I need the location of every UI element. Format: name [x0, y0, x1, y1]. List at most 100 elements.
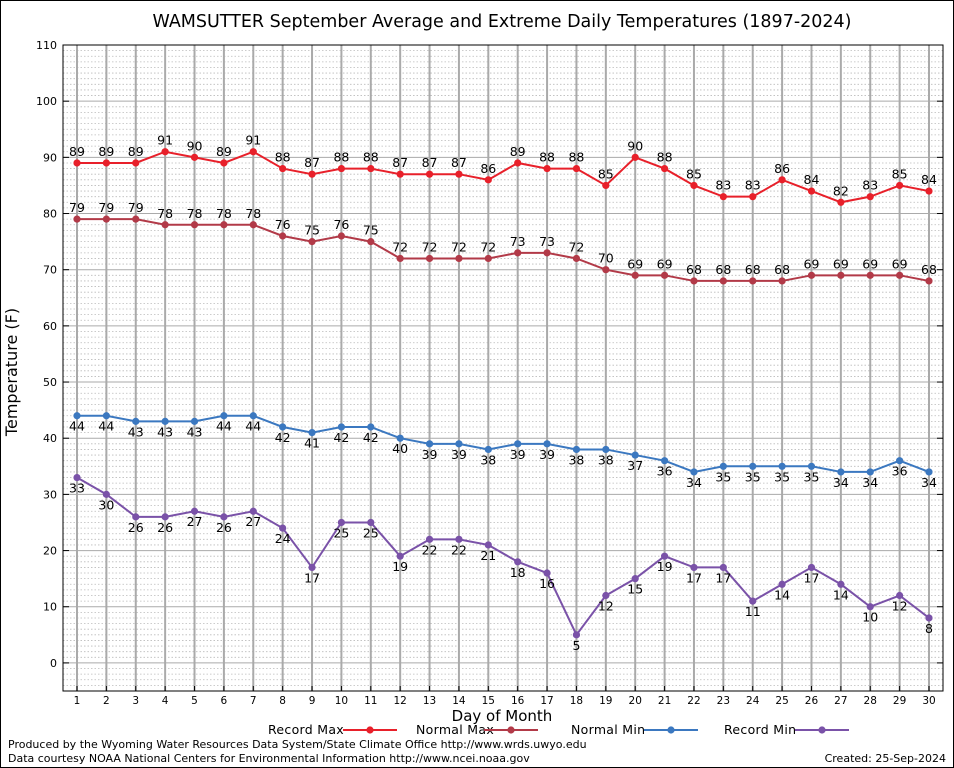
data-point [602, 181, 610, 190]
data-point [367, 518, 375, 527]
data-label: 34 [833, 475, 849, 490]
y-tick-label: 20 [43, 545, 57, 558]
series-record-max: 89 89 89 91 90 89 91 88 87 88 88 87 87 87 86 89 88 88 85 90… [69, 133, 937, 206]
data-point [660, 457, 669, 465]
data-label: 42 [363, 430, 379, 445]
data-label: 88 [275, 150, 291, 165]
data-point [719, 193, 727, 201]
data-label: 72 [422, 239, 438, 254]
data-label: 68 [686, 262, 702, 277]
data-label: 82 [833, 183, 849, 198]
data-label: 39 [539, 447, 555, 462]
x-tick-label: 25 [775, 695, 788, 707]
data-point [102, 490, 110, 498]
data-label: 12 [598, 599, 614, 614]
data-point [837, 271, 845, 279]
data-label: 27 [187, 514, 203, 529]
data-label: 44 [98, 419, 114, 434]
x-tick-label: 8 [279, 695, 286, 707]
data-point [807, 563, 816, 572]
data-point [425, 535, 434, 543]
data-point [73, 412, 81, 420]
data-point [102, 159, 110, 167]
y-tick-label: 10 [43, 601, 57, 614]
data-label: 91 [157, 133, 173, 148]
data-point [896, 181, 904, 190]
data-label: 85 [892, 166, 908, 181]
data-point [308, 238, 316, 246]
grid [63, 44, 943, 692]
data-point [572, 445, 581, 454]
x-tick-label: 29 [893, 695, 906, 707]
data-point [866, 603, 874, 611]
data-label: 39 [422, 447, 438, 462]
data-label: 69 [892, 256, 908, 271]
data-label: 78 [216, 206, 232, 221]
data-label: 37 [627, 458, 643, 473]
data-point [896, 457, 904, 465]
data-point [102, 412, 110, 420]
data-label: 79 [98, 200, 114, 215]
data-point [73, 215, 81, 223]
data-label: 89 [128, 144, 144, 159]
data-label: 11 [745, 604, 761, 619]
credit-line-1: Produced by the Wyoming Water Resources … [8, 738, 587, 751]
legend-item: Record Max [268, 722, 397, 737]
data-label: 17 [304, 570, 320, 585]
data-label: 68 [715, 262, 731, 277]
y-tick-label: 80 [43, 208, 57, 221]
data-label: 10 [862, 610, 878, 625]
data-point [190, 417, 199, 425]
data-label: 85 [686, 166, 702, 181]
data-point [425, 440, 434, 448]
x-tick-label: 17 [540, 695, 553, 707]
data-point [132, 417, 140, 425]
x-tick-label: 12 [393, 695, 406, 707]
data-point [249, 148, 257, 156]
data-label: 15 [627, 582, 643, 597]
data-point [484, 176, 492, 184]
data-label: 44 [216, 419, 232, 434]
data-point [396, 552, 404, 560]
x-tick-label: 28 [864, 695, 877, 707]
data-label: 76 [333, 217, 349, 232]
data-point [220, 221, 228, 229]
data-label: 19 [657, 559, 673, 574]
data-point [73, 159, 81, 167]
data-point [807, 462, 816, 470]
data-label: 87 [422, 155, 438, 170]
data-label: 26 [216, 520, 232, 535]
data-point [514, 440, 522, 448]
x-tick-label: 2 [103, 695, 110, 707]
x-tick-label: 10 [335, 695, 348, 707]
data-point [161, 148, 169, 156]
y-tick-label: 100 [36, 95, 57, 108]
data-point [249, 221, 257, 229]
x-tick-label: 23 [717, 695, 730, 707]
data-point [455, 440, 463, 448]
data-point [896, 271, 904, 279]
data-label: 42 [333, 430, 349, 445]
data-point [749, 597, 757, 605]
data-point [337, 164, 346, 173]
data-label: 88 [333, 150, 349, 165]
data-label: 35 [774, 469, 790, 484]
x-tick-label: 22 [687, 695, 700, 707]
data-point [543, 569, 551, 577]
data-label: 40 [392, 441, 408, 456]
data-point [367, 164, 375, 173]
data-label: 22 [451, 542, 467, 557]
data-label: 88 [363, 150, 379, 165]
y-tick-label: 40 [43, 432, 57, 445]
data-label: 22 [422, 542, 438, 557]
legend-marker [667, 726, 675, 734]
data-point [749, 462, 757, 470]
data-label: 38 [598, 452, 614, 467]
data-label: 87 [451, 155, 467, 170]
x-tick-label: 21 [658, 695, 671, 707]
data-point [896, 591, 904, 600]
x-tick-label: 19 [599, 695, 612, 707]
data-point [308, 563, 316, 572]
data-label: 83 [862, 178, 878, 193]
data-point [778, 176, 786, 184]
